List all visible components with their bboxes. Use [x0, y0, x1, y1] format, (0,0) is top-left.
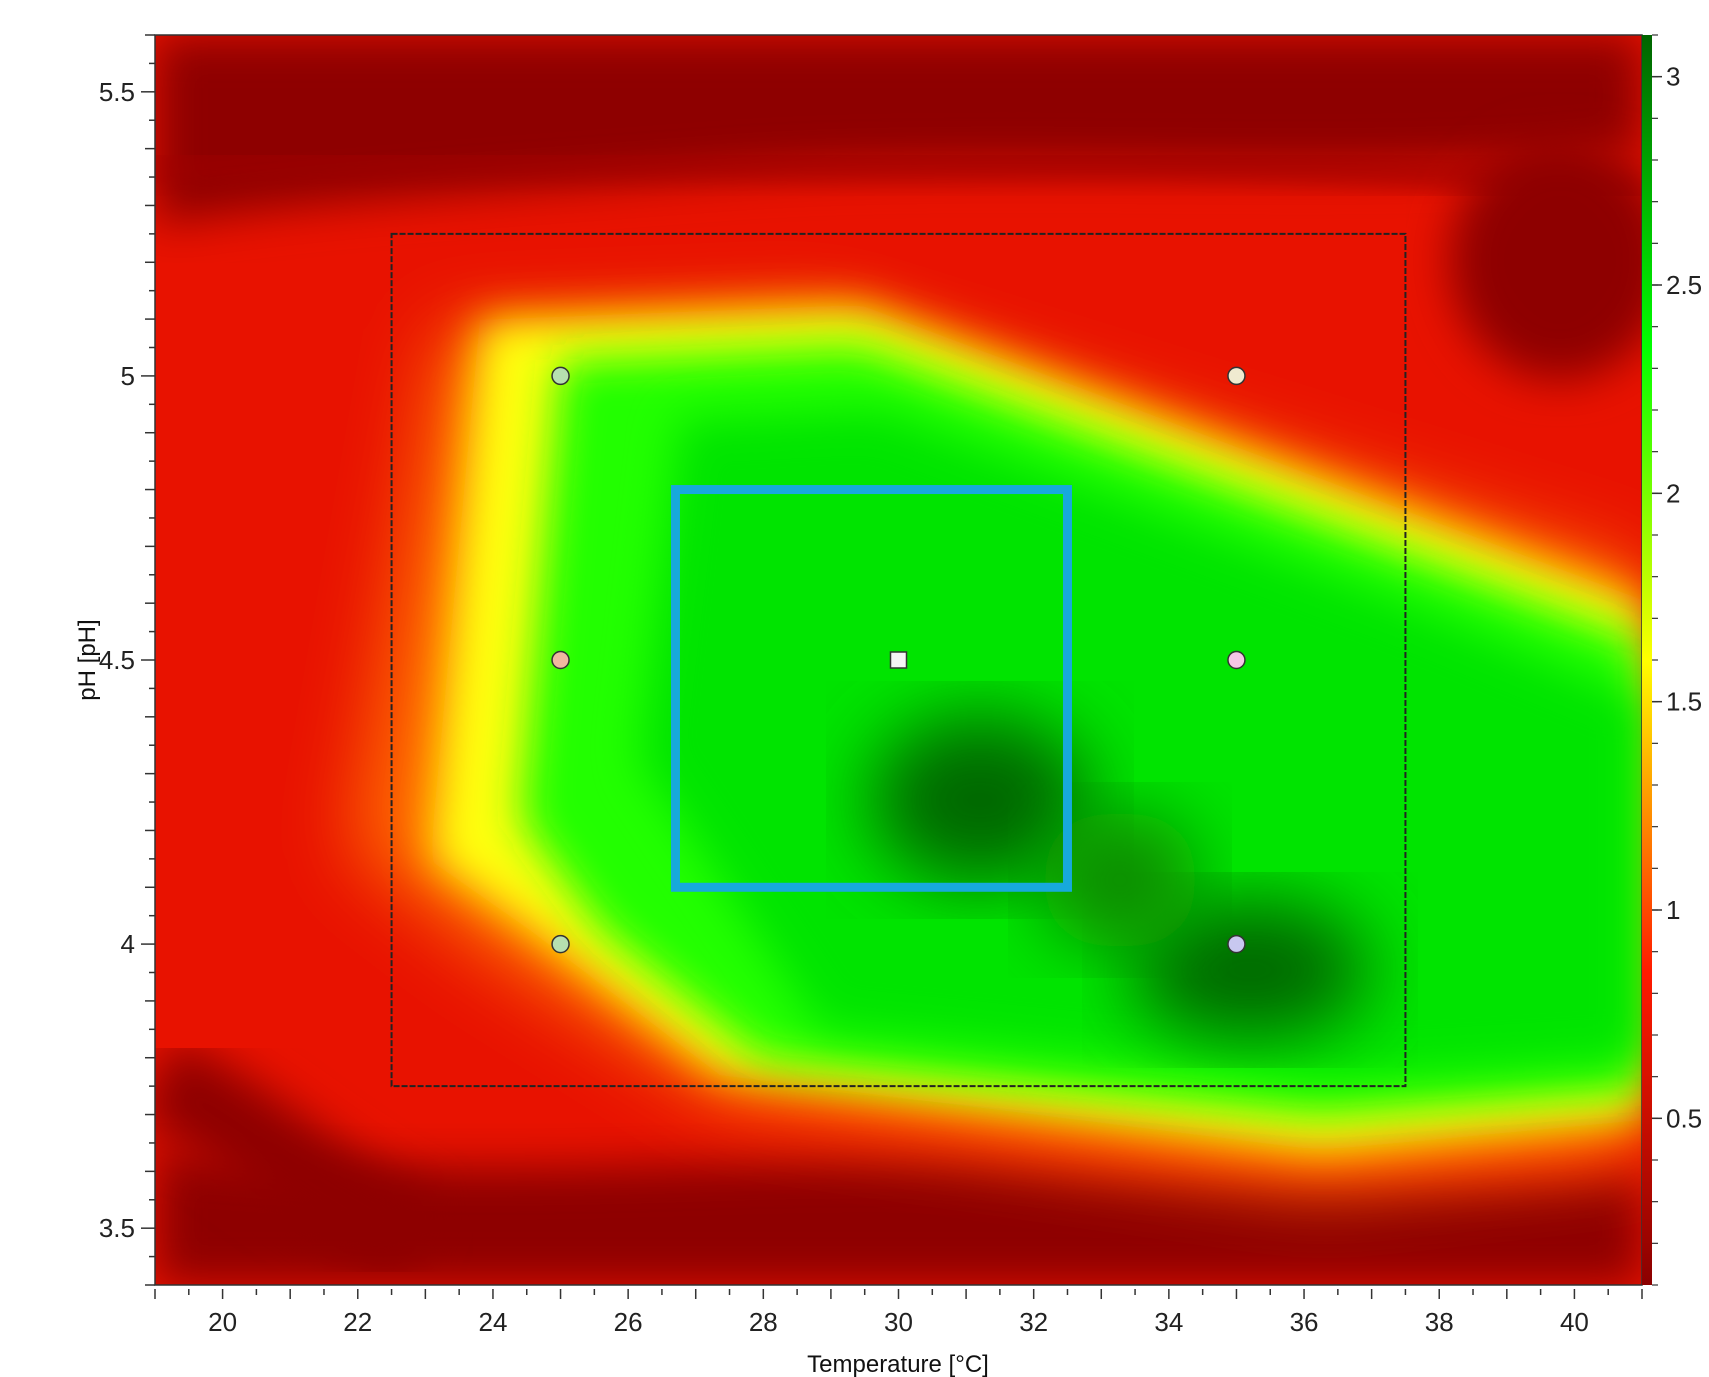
y-axis: 3.5 4 4.5 5 5.5	[99, 34, 155, 1286]
colorbar-axis: 0.5 1 1.5 2 2.5 3	[1652, 34, 1702, 1286]
colorbar-tick-label: 3	[1666, 62, 1680, 92]
colorbar-tick-label: 1.5	[1666, 687, 1702, 717]
y-tick-label: 5.5	[99, 77, 135, 107]
x-tick-label: 34	[1154, 1307, 1183, 1337]
design-point-marker	[1227, 650, 1246, 670]
design-point-marker	[551, 366, 570, 386]
x-tick-label: 40	[1560, 1307, 1589, 1337]
y-tick-label: 4	[121, 929, 135, 959]
colorbar-gradient	[1642, 35, 1652, 1285]
x-tick-label: 32	[1019, 1307, 1048, 1337]
x-tick-label: 38	[1425, 1307, 1454, 1337]
colorbar-tick-label: 2	[1666, 478, 1680, 508]
center-point-marker	[889, 651, 908, 669]
x-tick-label: 30	[884, 1307, 913, 1337]
y-tick-label: 5	[121, 361, 135, 391]
heatmap-surface	[155, 35, 1642, 1285]
y-axis-title: pH [pH]	[74, 619, 101, 700]
points-layer	[551, 366, 1246, 954]
x-tick-label: 26	[614, 1307, 643, 1337]
y-tick-label: 4.5	[99, 645, 135, 675]
x-axis: 20 22 24 26 28 30 32 34 36 38 40	[154, 1289, 1643, 1337]
highlight-rectangle	[670, 485, 1072, 892]
x-tick-label: 28	[749, 1307, 778, 1337]
colorbar	[1642, 35, 1652, 1285]
y-tick-label: 3.5	[99, 1213, 135, 1243]
colorbar-tick-label: 1	[1666, 895, 1680, 925]
design-point-marker	[551, 934, 570, 954]
x-tick-label: 22	[343, 1307, 372, 1337]
colorbar-tick-label: 0.5	[1666, 1103, 1702, 1133]
colorbar-tick-label: 2.5	[1666, 270, 1702, 300]
design-point-marker	[551, 650, 570, 670]
x-tick-label: 36	[1290, 1307, 1319, 1337]
regions-layer	[390, 232, 1407, 1088]
x-tick-label: 24	[478, 1307, 507, 1337]
design-point-marker	[1227, 366, 1246, 386]
x-tick-label: 20	[208, 1307, 237, 1337]
x-axis-title: Temperature [°C]	[807, 1351, 989, 1377]
design-point-marker	[1227, 934, 1246, 954]
design-space-rectangle	[390, 232, 1407, 1088]
